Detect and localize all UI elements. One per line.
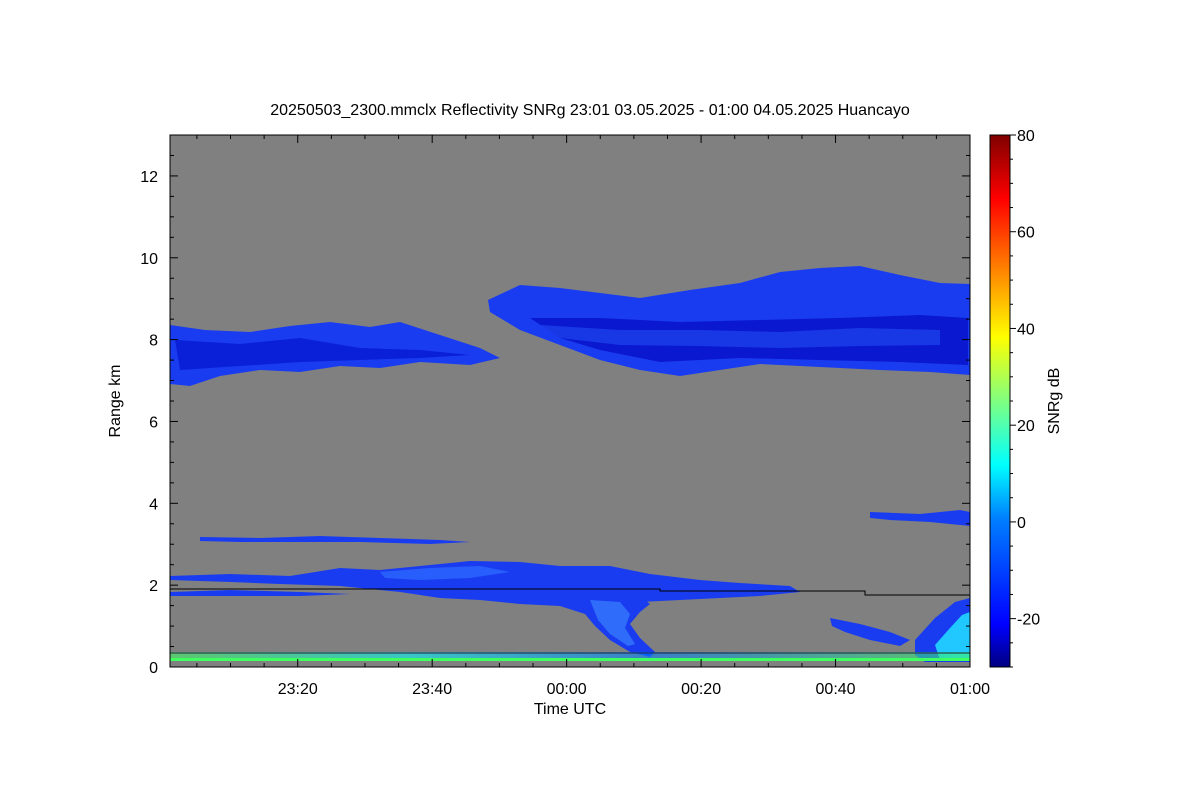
cloud-upper-left-inner	[175, 338, 470, 370]
y-tick-label: 2	[149, 578, 158, 595]
y-tick-label: 12	[140, 169, 158, 186]
colorbar	[989, 134, 1011, 668]
x-tick-label: 00:40	[816, 681, 856, 698]
scatter-right	[830, 618, 910, 646]
x-tick-label: 00:00	[547, 681, 587, 698]
x-tick-label: 01:00	[950, 681, 990, 698]
y-tick-label: 8	[149, 333, 158, 350]
colorbar-tick-label: 20	[1017, 418, 1035, 435]
colorbar-tick-label: 60	[1017, 225, 1035, 242]
fall-streak-core	[590, 600, 635, 646]
x-tick-label: 23:20	[278, 681, 318, 698]
surface-echo-right-core	[935, 612, 970, 660]
colorbar-tick-label: 80	[1017, 128, 1035, 145]
y-tick-label: 6	[149, 414, 158, 431]
y-tick-label: 10	[140, 251, 158, 268]
colorbar-tick-label: 40	[1017, 321, 1035, 338]
x-axis-label: Time UTC	[534, 701, 606, 718]
echo-layer	[170, 266, 970, 662]
surface-line	[170, 658, 970, 661]
x-tick-label: 23:40	[412, 681, 452, 698]
colorbar-axis: -20 0 20 40 60 80	[1010, 128, 1040, 668]
colorbar-tick-label: 0	[1017, 515, 1026, 532]
cloud-low-bright	[380, 566, 510, 580]
x-tick-label: 00:20	[681, 681, 721, 698]
y-tick-label: 4	[149, 496, 158, 513]
boundary-line	[170, 588, 970, 596]
y-tick-label: 0	[149, 660, 158, 677]
y-axis: 0 2 4 6 8 10 12	[140, 134, 970, 677]
cloud-thin-layer	[200, 536, 470, 544]
cloud-upper-right-glow	[540, 325, 940, 348]
surface-band	[170, 652, 970, 660]
colorbar-tick-label: -20	[1017, 612, 1040, 629]
y-axis-label: Range km	[107, 365, 124, 438]
chart-title: 20250503_2300.mmclx Reflectivity SNRg 23…	[270, 102, 910, 119]
colorbar-label: SNRg dB	[1046, 368, 1063, 435]
cloud-mid-right	[870, 510, 970, 526]
x-axis: 23:20 23:40 00:00 00:20 00:40 01:00	[196, 135, 990, 698]
cloud-low-base	[170, 590, 350, 596]
cloud-upper-right-core	[530, 315, 968, 365]
cloud-low	[170, 561, 800, 606]
